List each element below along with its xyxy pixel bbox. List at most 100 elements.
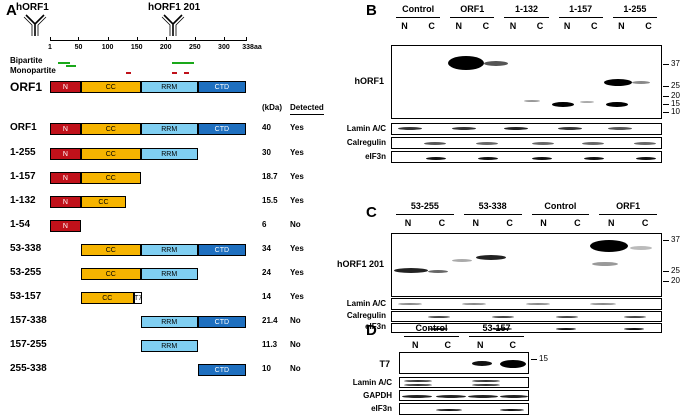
domain-n: N (50, 123, 81, 135)
nls-monopartite-mark (172, 72, 177, 74)
band (556, 316, 578, 318)
lane-label: N (563, 21, 571, 31)
lane-label: C (641, 218, 649, 228)
domain-rrm: RRM (140, 316, 198, 328)
band (582, 142, 604, 145)
mw-marker: 15 (671, 99, 680, 108)
scale-tick-label: 100 (101, 44, 114, 51)
construct-name: 53-157 (10, 291, 42, 302)
scale-axis (50, 40, 246, 41)
blot-gapdh (399, 390, 529, 401)
band (402, 395, 432, 398)
band (526, 303, 550, 305)
construct-name: 1-54 (10, 219, 31, 230)
band (590, 240, 628, 252)
domain-n: N (50, 148, 81, 160)
lane-label: N (404, 218, 412, 228)
mw-marker: 25 (671, 81, 680, 90)
construct-detected: Yes (290, 244, 304, 253)
row-label-lamin: Lamin A/C (352, 378, 392, 387)
construct-kda: 11.3 (262, 340, 278, 349)
lane-group-underline (504, 17, 549, 18)
mw-marker: 15 (539, 354, 548, 363)
blot-t7 (399, 352, 529, 374)
mw-marker-dash (663, 104, 669, 105)
band (472, 384, 500, 386)
mw-marker-dash (663, 112, 669, 113)
lane-group-underline (558, 17, 603, 18)
domain-rrm: RRM (140, 244, 198, 256)
band (472, 380, 500, 382)
domain-ctd: CTD (197, 123, 246, 135)
mw-marker: 25 (671, 266, 680, 275)
band (552, 102, 574, 107)
domain-rrm: RRM (140, 340, 198, 352)
scale-tick (78, 37, 80, 41)
lane-group-label: 1-132 (514, 4, 538, 14)
band (398, 303, 422, 305)
construct-kda: 10 (262, 364, 271, 373)
domain-n: N (50, 196, 81, 208)
lane-label: N (540, 218, 547, 228)
row-label-eif3n: eIF3n (365, 322, 386, 331)
lane-group-underline (612, 17, 657, 18)
lane-group-underline (463, 214, 522, 215)
row-label-lamin: Lamin A/C (346, 299, 386, 308)
lane-label: C (590, 21, 598, 31)
lane-label: N (509, 21, 517, 31)
domain-rrm: RRM (140, 123, 198, 135)
band (478, 157, 498, 160)
scale-tick (107, 37, 109, 41)
lane-label: C (509, 340, 517, 350)
band (558, 127, 582, 130)
mw-marker: 20 (671, 91, 680, 100)
nls-monopartite-mark (184, 72, 189, 74)
construct-detected: Yes (290, 172, 304, 181)
construct-name: 53-255 (10, 267, 42, 278)
band (404, 380, 432, 382)
band (492, 316, 514, 318)
mw-marker-dash (663, 96, 669, 97)
blot-lamin (399, 377, 529, 388)
construct-name: 157-338 (10, 315, 47, 326)
nls-monopartite-mark (126, 72, 131, 74)
lane-label: C (574, 218, 581, 228)
mw-marker-dash (663, 281, 669, 282)
scale-tick (223, 37, 225, 41)
domain-rrm: RRM (140, 148, 198, 160)
domain-n: N (50, 220, 81, 232)
band (436, 395, 466, 398)
construct-detected: No (290, 316, 301, 325)
band (606, 102, 628, 107)
lane-group-underline (450, 17, 495, 18)
domain-t7: T7 (133, 292, 143, 304)
construct-detected: Yes (290, 123, 304, 132)
band (636, 157, 656, 160)
mw-marker-dash (663, 271, 669, 272)
mw-marker: 10 (671, 107, 680, 116)
domain-ctd: CTD (197, 81, 246, 93)
antibody-icon (23, 14, 47, 36)
row-label-lamin: Lamin A/C (346, 124, 386, 133)
lane-label: N (412, 340, 419, 350)
panel-letter-d: D (366, 322, 377, 339)
nls-monopartite-label: Monopartite (10, 66, 56, 75)
nls-bipartite-mark (58, 62, 70, 64)
lane-group-label: 1-157 (569, 4, 593, 14)
scale-tick (194, 37, 196, 41)
construct-detected: Yes (290, 292, 304, 301)
scale-tick-label: 150 (130, 44, 143, 51)
domain-cc: CC (80, 81, 141, 93)
nls-bipartite-mark (66, 65, 76, 67)
lane-group-label: 53-338 (478, 201, 507, 211)
lane-label: C (482, 21, 490, 31)
construct-detected: Yes (290, 148, 304, 157)
construct-name: 157-255 (10, 339, 47, 350)
band (632, 81, 650, 84)
lane-group-underline (404, 336, 459, 337)
construct-kda: 14 (262, 292, 271, 301)
construct-detected: No (290, 364, 301, 373)
scale-tick (50, 37, 51, 41)
blot-eif3n (399, 403, 529, 415)
band (500, 395, 528, 398)
